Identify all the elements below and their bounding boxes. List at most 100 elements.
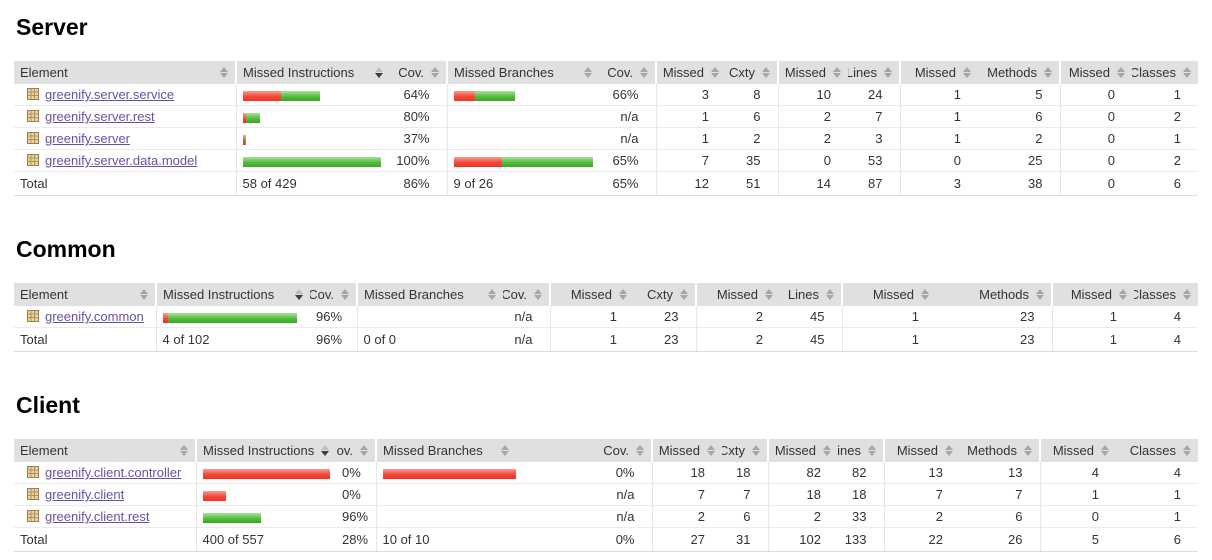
missed-cxty-value: 3 <box>655 84 726 106</box>
methods-value: 7 <box>960 483 1040 506</box>
missed-classes-value: 0 <box>1059 127 1132 150</box>
package-link[interactable]: greenify.server.rest <box>45 109 155 124</box>
total-branches-cov: n/a <box>503 327 550 352</box>
column-header-missed-classes[interactable]: Missed <box>1039 439 1116 462</box>
sort-arrows-icon <box>1183 444 1192 457</box>
package-link[interactable]: greenify.server.service <box>45 87 175 102</box>
column-header-missed-lines[interactable]: Missed <box>777 61 848 84</box>
column-header-missed-methods[interactable]: Missed <box>841 283 936 306</box>
column-header-missed-branches[interactable]: Missed Branches <box>356 283 503 306</box>
column-header-missed-instructions[interactable]: Missed Instructions <box>235 61 390 84</box>
instructions-cov-value: 37% <box>390 127 447 150</box>
sort-arrows-icon <box>140 288 149 301</box>
section-title-common: Common <box>16 236 116 262</box>
sort-arrows-icon <box>1183 288 1192 301</box>
package-link[interactable]: greenify.server <box>45 131 131 146</box>
methods-value: 6 <box>960 505 1040 528</box>
total-branches-cov: 65% <box>599 171 656 196</box>
column-header-lines[interactable]: Lines <box>838 439 884 462</box>
branches-cov-value: n/a <box>516 505 652 528</box>
branches-bar <box>446 105 599 128</box>
column-header-missed-classes[interactable]: Missed <box>1051 283 1134 306</box>
column-header-missed-lines[interactable]: Missed <box>695 283 780 306</box>
branches-cov-value: 0% <box>516 462 652 484</box>
classes-value: 4 <box>1116 462 1198 484</box>
column-header-cxty[interactable]: Cxty <box>634 283 696 306</box>
sort-arrows-icon <box>619 288 628 301</box>
package-link[interactable]: greenify.client <box>45 487 125 502</box>
column-header-element[interactable]: Element <box>14 439 196 462</box>
section-title-server: Server <box>16 14 88 40</box>
column-header-missed-lines[interactable]: Missed <box>767 439 838 462</box>
section-title-client: Client <box>16 392 80 418</box>
methods-value: 6 <box>978 105 1060 128</box>
column-header-element[interactable]: Element <box>14 283 156 306</box>
column-header-instructions-cov[interactable]: Cov. <box>336 439 376 462</box>
package-link[interactable]: greenify.server.data.model <box>45 153 198 168</box>
missed-lines-value: 2 <box>767 505 838 528</box>
covered-bar <box>474 90 515 101</box>
column-header-classes[interactable]: Classes <box>1134 283 1198 306</box>
column-header-methods[interactable]: Methods <box>978 61 1060 84</box>
column-header-lines[interactable]: Lines <box>848 61 900 84</box>
coverage-table-client: Element Missed Instructions Cov. Missed … <box>14 439 1198 552</box>
column-header-branches-cov[interactable]: Cov. <box>516 439 652 462</box>
package-link[interactable]: greenify.client.rest <box>45 509 150 524</box>
column-header-missed-cxty[interactable]: Missed <box>655 61 726 84</box>
sort-arrows-icon <box>868 444 877 457</box>
missed-lines-value: 0 <box>777 149 848 172</box>
column-header-methods[interactable]: Methods <box>960 439 1040 462</box>
column-header-branches-cov[interactable]: Cov. <box>599 61 656 84</box>
column-header-instructions-cov[interactable]: Cov. <box>310 283 357 306</box>
coverage-table-common: Element Missed Instructions Cov. Missed … <box>14 283 1198 352</box>
column-header-missed-cxty[interactable]: Missed <box>549 283 634 306</box>
lines-value: 53 <box>848 149 900 172</box>
column-header-lines[interactable]: Lines <box>780 283 842 306</box>
column-header-missed-instructions[interactable]: Missed Instructions <box>155 283 310 306</box>
column-header-missed-methods[interactable]: Missed <box>883 439 960 462</box>
lines-value: 3 <box>848 127 900 150</box>
missed-lines-value: 18 <box>767 483 838 506</box>
missed-methods-value: 1 <box>841 306 936 328</box>
missed-cxty-value: 7 <box>655 149 726 172</box>
package-link[interactable]: greenify.common <box>45 309 144 324</box>
column-header-classes[interactable]: Classes <box>1132 61 1198 84</box>
branches-bar <box>375 483 516 506</box>
column-header-branches-cov[interactable]: Cov. <box>503 283 550 306</box>
package-icon <box>27 154 39 166</box>
column-header-missed-branches[interactable]: Missed Branches <box>446 61 599 84</box>
column-header-instructions-cov[interactable]: Cov. <box>390 61 447 84</box>
sort-arrows-icon <box>1119 288 1128 301</box>
column-header-missed-branches[interactable]: Missed Branches <box>375 439 516 462</box>
missed-cxty-value: 18 <box>651 462 722 484</box>
cxty-value: 6 <box>726 105 778 128</box>
missed-classes-value: 0 <box>1039 505 1116 528</box>
sort-arrows-icon <box>360 444 369 457</box>
instructions-cov-value: 64% <box>390 84 447 106</box>
package-link[interactable]: greenify.client.controller <box>45 465 182 480</box>
package-icon <box>27 466 39 478</box>
table-row: greenify.client.rest 96% n/a 2 6 2 33 2 … <box>14 505 1198 528</box>
lines-value: 33 <box>838 505 884 528</box>
sort-desc-icon <box>375 66 384 79</box>
cxty-value: 7 <box>722 483 768 506</box>
missed-bar <box>453 90 475 101</box>
covered-bar <box>245 112 260 123</box>
column-header-missed-classes[interactable]: Missed <box>1059 61 1132 84</box>
column-header-cxty[interactable]: Cxty <box>722 439 768 462</box>
classes-value: 1 <box>1132 127 1198 150</box>
package-icon <box>27 310 39 322</box>
column-header-classes[interactable]: Classes <box>1116 439 1198 462</box>
column-header-missed-cxty[interactable]: Missed <box>651 439 722 462</box>
column-header-missed-methods[interactable]: Missed <box>899 61 978 84</box>
column-header-methods[interactable]: Methods <box>936 283 1052 306</box>
cxty-value: 23 <box>634 306 696 328</box>
table-row: greenify.server 37% n/a 1 2 2 3 1 2 0 1 <box>14 127 1198 150</box>
missed-methods-value: 1 <box>899 105 978 128</box>
total-branches-cov: 0% <box>516 527 652 552</box>
column-header-missed-instructions[interactable]: Missed Instructions <box>195 439 336 462</box>
sort-arrows-icon <box>220 66 229 79</box>
column-header-element[interactable]: Element <box>14 61 236 84</box>
instructions-bar <box>195 483 336 506</box>
column-header-cxty[interactable]: Cxty <box>726 61 778 84</box>
